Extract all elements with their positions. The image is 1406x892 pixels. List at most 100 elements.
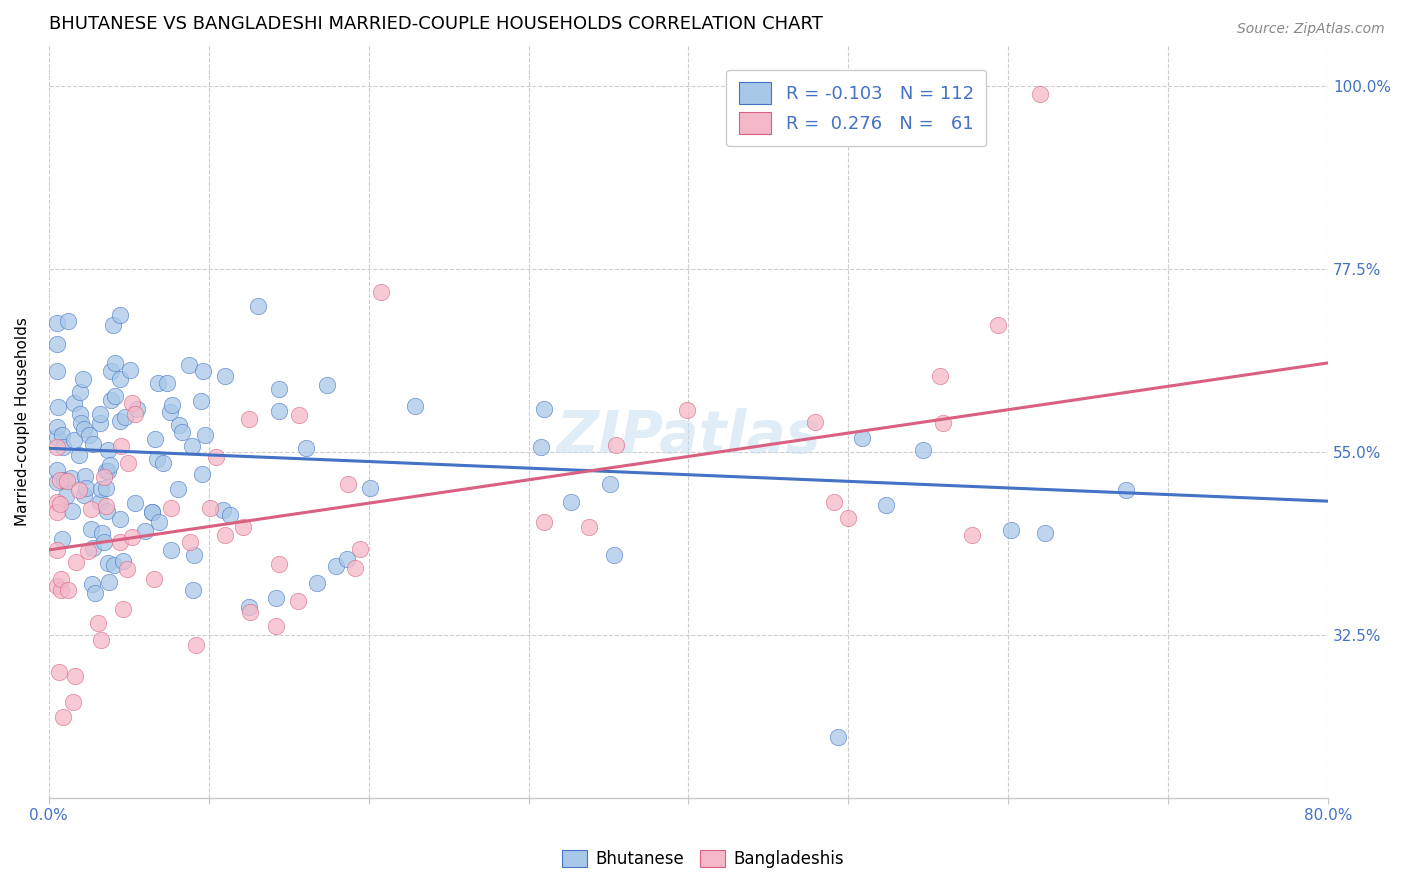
- Bhutanese: [89, 495, 111, 509]
- Bangladeshis: [932, 416, 955, 430]
- Bangladeshis: [93, 470, 115, 484]
- Bangladeshis: [87, 616, 110, 631]
- Bhutanese: [45, 419, 67, 434]
- Bhutanese: [193, 364, 215, 378]
- Bhutanese: [72, 372, 94, 386]
- Legend: Bhutanese, Bangladeshis: Bhutanese, Bangladeshis: [555, 843, 851, 875]
- Bhutanese: [73, 469, 96, 483]
- Bangladeshis: [336, 476, 359, 491]
- Bhutanese: [56, 314, 79, 328]
- Text: Source: ZipAtlas.com: Source: ZipAtlas.com: [1237, 22, 1385, 37]
- Y-axis label: Married-couple Households: Married-couple Households: [15, 318, 30, 526]
- Bhutanese: [69, 407, 91, 421]
- Bangladeshis: [121, 530, 143, 544]
- Bhutanese: [97, 556, 120, 570]
- Bhutanese: [82, 541, 104, 555]
- Bangladeshis: [239, 605, 262, 619]
- Bhutanese: [75, 481, 97, 495]
- Bhutanese: [101, 318, 124, 333]
- Bhutanese: [108, 308, 131, 322]
- Bhutanese: [152, 456, 174, 470]
- Bangladeshis: [77, 543, 100, 558]
- Bangladeshis: [45, 440, 67, 454]
- Bangladeshis: [238, 411, 260, 425]
- Bhutanese: [851, 432, 873, 446]
- Bangladeshis: [80, 502, 103, 516]
- Bhutanese: [52, 440, 75, 454]
- Bhutanese: [294, 441, 316, 455]
- Bhutanese: [167, 482, 190, 496]
- Bhutanese: [82, 577, 104, 591]
- Bhutanese: [79, 522, 101, 536]
- Bhutanese: [316, 378, 339, 392]
- Bhutanese: [145, 452, 167, 467]
- Bhutanese: [159, 405, 181, 419]
- Bangladeshis: [184, 638, 207, 652]
- Bangladeshis: [108, 534, 131, 549]
- Bhutanese: [53, 474, 76, 488]
- Bhutanese: [181, 582, 204, 597]
- Bangladeshis: [67, 483, 90, 497]
- Bangladeshis: [65, 555, 87, 569]
- Bangladeshis: [51, 572, 73, 586]
- Bhutanese: [1033, 525, 1056, 540]
- Bhutanese: [141, 505, 163, 519]
- Bangladeshis: [48, 497, 70, 511]
- Bhutanese: [55, 490, 77, 504]
- Bhutanese: [911, 442, 934, 457]
- Bhutanese: [875, 498, 897, 512]
- Bhutanese: [603, 548, 626, 562]
- Bhutanese: [59, 471, 82, 485]
- Bhutanese: [238, 599, 260, 614]
- Bhutanese: [45, 364, 67, 378]
- Bhutanese: [159, 543, 181, 558]
- Bhutanese: [94, 481, 117, 495]
- Bangladeshis: [121, 396, 143, 410]
- Bhutanese: [98, 575, 121, 590]
- Bhutanese: [167, 418, 190, 433]
- Bhutanese: [160, 398, 183, 412]
- Bhutanese: [247, 299, 270, 313]
- Bangladeshis: [266, 619, 288, 633]
- Bhutanese: [156, 376, 179, 390]
- Bangladeshis: [214, 528, 236, 542]
- Bhutanese: [125, 402, 148, 417]
- Bhutanese: [530, 440, 553, 454]
- Bhutanese: [560, 495, 582, 509]
- Bhutanese: [77, 427, 100, 442]
- Bhutanese: [100, 392, 122, 407]
- Bangladeshis: [58, 583, 80, 598]
- Bhutanese: [143, 432, 166, 446]
- Bangladeshis: [533, 515, 555, 529]
- Bhutanese: [404, 399, 426, 413]
- Bhutanese: [108, 414, 131, 428]
- Bhutanese: [82, 436, 104, 450]
- Bangladeshis: [928, 369, 950, 384]
- Bhutanese: [124, 496, 146, 510]
- Bangladeshis: [823, 494, 845, 508]
- Text: ZIPatlas: ZIPatlas: [557, 409, 821, 466]
- Bhutanese: [183, 548, 205, 562]
- Bhutanese: [46, 401, 69, 415]
- Bhutanese: [336, 552, 359, 566]
- Bhutanese: [100, 364, 122, 378]
- Bhutanese: [98, 458, 121, 472]
- Bhutanese: [104, 388, 127, 402]
- Bangladeshis: [45, 579, 67, 593]
- Bangladeshis: [962, 528, 984, 542]
- Bangladeshis: [143, 572, 166, 586]
- Bangladeshis: [267, 558, 290, 572]
- Bhutanese: [91, 525, 114, 540]
- Bhutanese: [218, 508, 240, 522]
- Bangladeshis: [676, 403, 699, 417]
- Bhutanese: [89, 407, 111, 421]
- Bangladeshis: [112, 601, 135, 615]
- Bhutanese: [51, 428, 73, 442]
- Bangladeshis: [288, 408, 311, 422]
- Bangladeshis: [52, 709, 75, 723]
- Bhutanese: [180, 439, 202, 453]
- Bhutanese: [70, 416, 93, 430]
- Bhutanese: [45, 475, 67, 490]
- Bhutanese: [63, 433, 86, 447]
- Bhutanese: [89, 416, 111, 430]
